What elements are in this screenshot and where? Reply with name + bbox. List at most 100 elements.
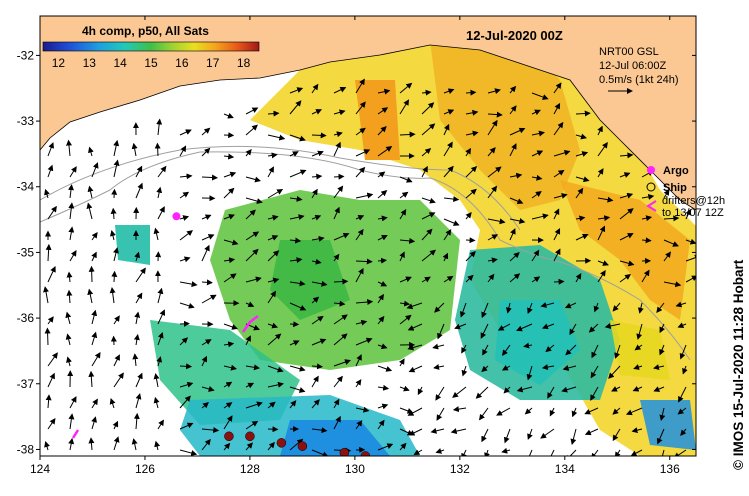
current-arrow [619, 274, 632, 283]
current-arrow [267, 188, 284, 199]
current-arrow [541, 323, 555, 330]
current-arrow [526, 365, 533, 381]
current-arrow [465, 109, 479, 116]
current-arrow [685, 208, 691, 220]
current-arrow [487, 257, 498, 264]
current-arrow [377, 125, 387, 136]
current-arrow [399, 209, 407, 220]
current-arrow [311, 214, 322, 221]
current-arrow [591, 449, 599, 456]
current-arrow [109, 398, 116, 409]
current-arrow [179, 215, 190, 221]
current-arrow [545, 344, 555, 353]
argo-marker [172, 212, 181, 221]
current-arrow [553, 121, 564, 136]
current-arrow [465, 147, 472, 157]
y-tick-label: -32 [17, 48, 35, 62]
current-arrow [377, 215, 388, 222]
current-arrow [421, 89, 432, 96]
current-arrow [267, 250, 280, 262]
current-arrow [333, 375, 343, 388]
current-arrow [223, 187, 235, 199]
current-arrow [91, 309, 98, 325]
current-arrow [505, 302, 512, 314]
current-arrow [659, 344, 665, 356]
current-arrow [111, 270, 118, 283]
current-arrow [663, 239, 679, 247]
ship-marker [245, 431, 255, 442]
current-arrow [436, 407, 445, 421]
current-arrow [245, 364, 260, 371]
current-arrow [65, 333, 72, 346]
current-arrow [509, 85, 517, 94]
current-arrow [245, 382, 255, 389]
current-arrow [407, 407, 423, 416]
current-arrow [407, 323, 423, 331]
current-arrow [487, 166, 502, 178]
current-arrow [355, 337, 373, 346]
current-arrow [377, 107, 389, 115]
current-arrow [487, 147, 496, 157]
current-arrow [481, 428, 489, 443]
current-arrow [503, 386, 511, 394]
current-arrow [461, 449, 467, 456]
current-arrow [678, 386, 687, 403]
current-arrow [443, 275, 454, 283]
current-arrow [113, 436, 120, 451]
current-arrow [333, 398, 340, 409]
current-arrow [562, 365, 577, 371]
current-arrow [135, 393, 142, 409]
current-arrow [156, 356, 163, 367]
current-arrow [531, 150, 544, 157]
current-arrow [113, 354, 120, 367]
current-arrow [47, 205, 57, 220]
current-arrow [87, 185, 94, 199]
current-arrow [608, 365, 621, 379]
current-arrow [565, 344, 577, 356]
current-arrow [540, 428, 555, 439]
current-arrow [465, 250, 476, 262]
current-arrow [47, 164, 54, 178]
current-arrow [333, 173, 345, 180]
y-tick-label: -33 [17, 114, 35, 128]
current-arrow [575, 215, 586, 222]
current-arrow [588, 323, 599, 333]
current-arrow [685, 238, 696, 245]
current-arrow [685, 275, 696, 283]
current-arrow [575, 273, 582, 283]
current-arrow [509, 143, 517, 157]
current-arrow [223, 323, 238, 330]
current-legend: NRT00 GSL 12-Jul 06:00Z 0.5m/s (1kt 24h) [599, 46, 678, 94]
current-arrow [682, 365, 688, 375]
current-arrow [111, 188, 118, 199]
current-arrow [135, 267, 146, 283]
current-arrow [86, 202, 93, 220]
y-tick-label: -38 [17, 442, 35, 456]
current-arrow [480, 323, 489, 339]
current-arrow [311, 235, 325, 242]
current-arrow [179, 191, 190, 199]
current-arrow [604, 323, 621, 329]
current-vectors [43, 78, 696, 456]
current-arrow [487, 273, 495, 283]
current-arrow [47, 316, 54, 325]
current-arrow [597, 168, 604, 178]
current-arrow [659, 407, 666, 421]
current-arrow [133, 334, 140, 346]
current-arrow [355, 78, 365, 94]
current-arrow [408, 365, 423, 373]
current-arrow [113, 159, 120, 178]
current-arrow [355, 354, 362, 367]
current-arrow [245, 124, 258, 136]
current-scale-label: 0.5m/s (1kt 24h) [599, 74, 678, 86]
current-arrow [663, 189, 670, 199]
current-arrow [311, 109, 323, 115]
current-arrow [553, 102, 561, 115]
current-arrow [434, 302, 445, 313]
current-arrow [679, 344, 687, 360]
current-arrow [407, 344, 423, 351]
current-arrow [65, 311, 72, 325]
current-arrow [88, 370, 95, 388]
current-arrow [66, 271, 73, 283]
current-arrow [399, 251, 405, 262]
